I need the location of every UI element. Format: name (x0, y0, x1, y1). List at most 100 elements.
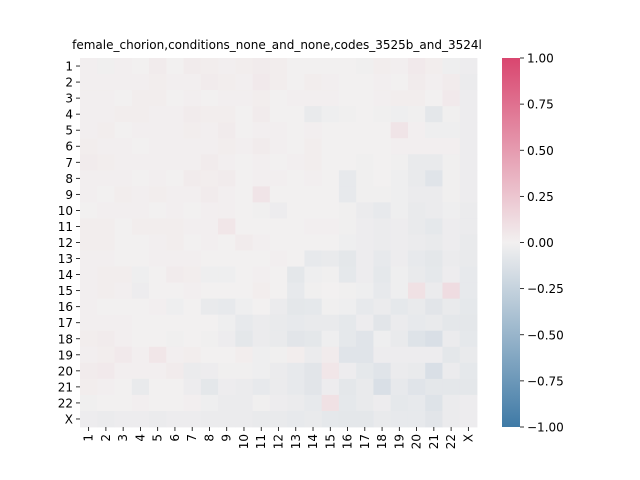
heatmap-cell (407, 138, 426, 155)
heatmap-cell (80, 74, 98, 91)
heatmap-cell (338, 154, 357, 171)
heatmap-cell (287, 362, 305, 380)
heatmap-cell (183, 74, 202, 91)
y-tick-label: X (65, 412, 73, 426)
heatmap-cell (235, 282, 254, 300)
y-tick-label: 17 (58, 316, 73, 330)
heatmap-cell (287, 330, 305, 348)
heatmap-cell (390, 298, 409, 316)
heatmap-cell (459, 154, 478, 171)
heatmap-cell (114, 330, 133, 348)
heatmap-cell (338, 170, 357, 187)
heatmap-cell (356, 106, 374, 123)
heatmap-cell (218, 314, 236, 332)
heatmap-cell (321, 314, 340, 332)
heatmap-cell (442, 170, 461, 187)
y-tick-label: 3 (65, 92, 73, 106)
heatmap-cell (269, 234, 288, 251)
heatmap-cell (183, 378, 202, 396)
heatmap-cell (114, 138, 133, 155)
heatmap-cell (200, 218, 219, 235)
heatmap-cell (425, 250, 443, 267)
heatmap-cell (338, 90, 357, 107)
heatmap-cell (321, 122, 340, 139)
heatmap-cell (373, 154, 392, 171)
heatmap-cell (338, 186, 357, 203)
x-tick-label: 2 (99, 434, 113, 442)
heatmap-cell (218, 330, 236, 348)
heatmap-cell (425, 58, 443, 75)
heatmap-cell (407, 106, 426, 123)
heatmap-cell (356, 378, 374, 396)
heatmap-cell (269, 74, 288, 91)
heatmap-cell (97, 186, 115, 203)
heatmap-cell (304, 314, 323, 332)
heatmap-cell (97, 138, 115, 155)
heatmap-cell (373, 234, 392, 251)
heatmap-cell (114, 58, 133, 75)
x-tick-label: 5 (151, 434, 165, 442)
heatmap-cell (269, 266, 288, 284)
heatmap-cell (459, 202, 478, 219)
heatmap-cell (131, 330, 150, 348)
heatmap-cell (166, 234, 184, 251)
y-tick-label: 22 (58, 396, 73, 410)
heatmap-cell (252, 250, 271, 267)
heatmap-cell (80, 298, 98, 316)
x-tick-label: 9 (220, 434, 234, 442)
heatmap-cell (356, 282, 374, 300)
heatmap-cell (252, 170, 271, 187)
heatmap-cell (425, 122, 443, 139)
heatmap-cell (183, 58, 202, 75)
heatmap-cell (80, 394, 98, 412)
heatmap-cell (425, 314, 443, 332)
heatmap-cell (183, 362, 202, 380)
heatmap-cell (338, 122, 357, 139)
heatmap-cell (252, 138, 271, 155)
heatmap-cell (166, 58, 184, 75)
heatmap-cell (235, 202, 254, 219)
heatmap-cell (304, 298, 323, 316)
heatmap-cell (252, 90, 271, 107)
heatmap-cell (356, 330, 374, 348)
x-tick-label: X (461, 434, 475, 442)
heatmap-cell (252, 362, 271, 380)
heatmap-cell (390, 330, 409, 348)
heatmap-cell (114, 186, 133, 203)
x-tick-label: 10 (237, 434, 251, 449)
heatmap-cell (459, 170, 478, 187)
y-tick-label: 14 (58, 268, 73, 282)
heatmap-cell (80, 314, 98, 332)
heatmap-cell (80, 346, 98, 364)
heatmap-cell (200, 282, 219, 300)
heatmap-cell (269, 58, 288, 75)
heatmap-cell (218, 74, 236, 91)
heatmap-cell (97, 154, 115, 171)
heatmap-cell (304, 394, 323, 412)
heatmap-cell (97, 314, 115, 332)
x-tick-label: 16 (341, 434, 355, 449)
colorbar: 1.00 0.75 0.50 0.25 0.00 −0.25 −0.50 −0.75 −1.00 (502, 52, 564, 435)
heatmap-cell (252, 298, 271, 316)
heatmap-cell (390, 74, 409, 91)
heatmap-cell (338, 346, 357, 364)
heatmap-cell (338, 58, 357, 75)
heatmap-cell (131, 186, 150, 203)
heatmap-cell (442, 394, 461, 412)
heatmap-cell (131, 138, 150, 155)
heatmap-cell (235, 154, 254, 171)
heatmap-cell (356, 154, 374, 171)
heatmap-cell (114, 394, 133, 412)
heatmap-cell (149, 138, 167, 155)
y-tick-label: 11 (58, 220, 73, 234)
heatmap-cell (390, 314, 409, 332)
y-tick-label: 18 (58, 332, 73, 346)
heatmap-cell (149, 266, 167, 284)
heatmap-cell (304, 138, 323, 155)
heatmap-cell (80, 170, 98, 187)
heatmap-cell (425, 330, 443, 348)
heatmap-cell (321, 74, 340, 91)
heatmap-cell (407, 266, 426, 284)
heatmap-cell (373, 138, 392, 155)
heatmap-cell (338, 266, 357, 284)
